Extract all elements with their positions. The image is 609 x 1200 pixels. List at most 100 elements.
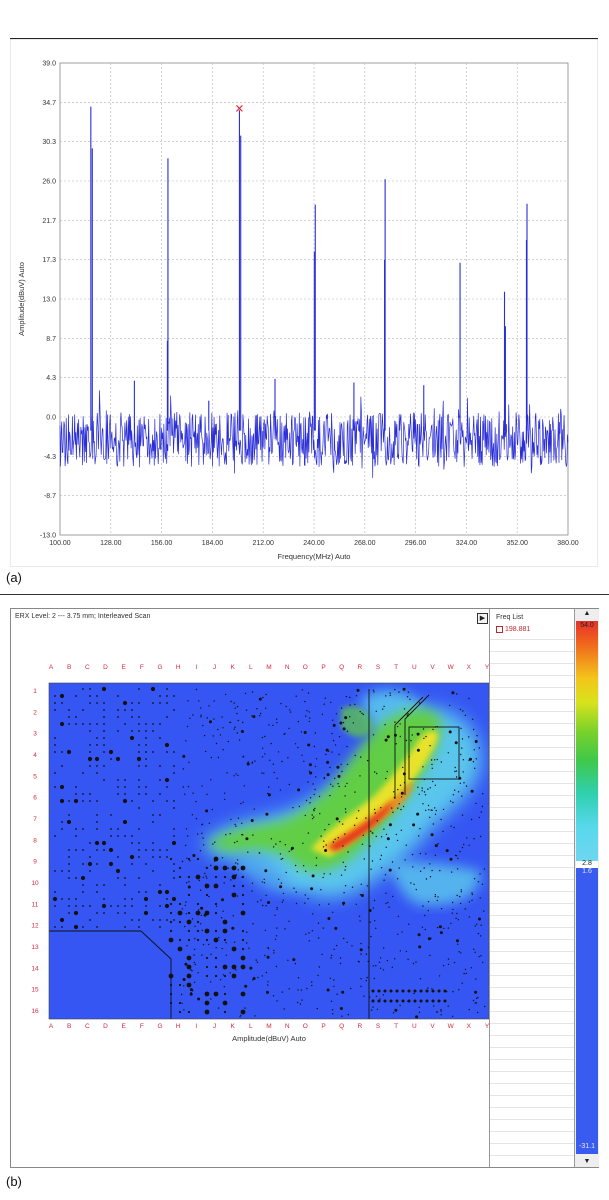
component-dot: [203, 734, 206, 737]
component-dot: [281, 991, 283, 993]
colorbar-threshold[interactable]: [576, 861, 598, 868]
component-dot: [340, 763, 342, 766]
component-dot: [456, 894, 458, 897]
pad-dot: [177, 946, 183, 952]
component-dot: [289, 711, 292, 713]
component-dot: [471, 892, 473, 894]
component-dot: [395, 833, 398, 836]
component-dot: [422, 803, 424, 805]
component-dot: [372, 734, 375, 736]
via-dot: [75, 723, 77, 725]
component-dot: [461, 738, 464, 740]
component-dot: [401, 931, 403, 933]
component-dot: [242, 721, 244, 724]
scroll-up-icon[interactable]: ▲: [583, 610, 591, 617]
component-dot: [261, 736, 264, 739]
via-dot: [59, 721, 65, 727]
column-label: K: [230, 1023, 235, 1030]
pad-dot: [204, 1009, 210, 1015]
component-dot: [375, 995, 378, 997]
component-dot: [406, 696, 409, 698]
via-dot: [68, 716, 70, 718]
via-dot: [54, 751, 56, 753]
component-dot: [405, 950, 408, 953]
component-dot: [475, 758, 477, 760]
component-dot: [302, 865, 305, 867]
pad-dot: [214, 974, 218, 978]
via-dot: [96, 912, 98, 914]
component-dot: [276, 777, 278, 780]
column-label: W: [448, 664, 455, 671]
component-dot: [392, 895, 394, 898]
component-dot: [427, 788, 429, 790]
component-dot: [323, 703, 325, 705]
component-dot: [183, 985, 185, 987]
column-label: R: [357, 1023, 362, 1030]
freq-list-item[interactable]: 198.881: [496, 626, 530, 633]
pad-dot: [443, 989, 447, 993]
via-dot: [171, 896, 177, 902]
pad-dot: [231, 973, 237, 979]
board-heatmap[interactable]: A B C D E F G H I J K L M N O P Q R S T U V W X Y A B C D E F G H I J K L M N…: [11, 609, 489, 1167]
freq-list-panel: Freq List 198.881: [489, 609, 575, 1167]
colorbar-gradient: [576, 621, 598, 861]
component-dot: [251, 890, 253, 892]
component-dot: [352, 722, 354, 724]
component-dot: [460, 889, 462, 891]
component-dot: [409, 698, 411, 700]
component-dot: [189, 988, 193, 992]
component-dot: [285, 871, 287, 874]
component-dot: [375, 927, 377, 929]
via-dot: [164, 903, 170, 909]
component-dot: [399, 723, 401, 725]
component-dot: [480, 924, 482, 926]
component-dot: [236, 859, 239, 861]
component-dot: [342, 721, 345, 724]
via-dot: [61, 926, 63, 928]
scroll-down-icon[interactable]: ▼: [583, 1158, 591, 1165]
component-dot: [182, 786, 184, 788]
via-dot: [117, 856, 119, 858]
via-dot: [145, 737, 147, 739]
pad-dot: [443, 999, 447, 1003]
pad-dot: [371, 989, 375, 993]
play-icon[interactable]: ▶: [477, 613, 488, 624]
component-dot: [233, 941, 236, 943]
component-dot: [201, 929, 203, 932]
component-dot: [360, 756, 362, 758]
row-label: 14: [31, 965, 39, 972]
via-dot: [138, 723, 140, 725]
component-dot: [431, 767, 433, 769]
column-label: J: [213, 1023, 216, 1030]
pad-dot: [389, 999, 393, 1003]
component-dot: [454, 766, 456, 769]
component-dot: [235, 773, 237, 775]
column-label: T: [394, 1023, 398, 1030]
component-dot: [217, 728, 219, 731]
checkbox-icon[interactable]: [496, 626, 503, 633]
component-dot: [399, 735, 401, 738]
component-dot: [241, 822, 243, 824]
component-dot: [400, 808, 402, 811]
component-dot: [274, 914, 276, 916]
component-dot: [334, 777, 336, 780]
via-dot: [75, 835, 77, 837]
component-dot: [201, 785, 203, 787]
component-dot: [187, 835, 189, 837]
via-dot: [122, 819, 128, 825]
x-axis-label: Frequency(MHz) Auto: [278, 552, 351, 561]
via-dot: [131, 709, 133, 711]
freq-list-row: [490, 759, 575, 760]
component-dot: [184, 904, 186, 907]
component-dot: [274, 938, 277, 941]
component-dot: [262, 904, 264, 907]
component-dot: [471, 718, 474, 720]
component-dot: [306, 709, 308, 712]
component-dot: [309, 802, 311, 804]
component-dot: [209, 720, 212, 724]
via-dot: [61, 898, 63, 900]
component-dot: [267, 792, 269, 795]
pad-dot: [425, 999, 429, 1003]
via-dot: [75, 905, 77, 907]
freq-list-row: [490, 819, 575, 820]
